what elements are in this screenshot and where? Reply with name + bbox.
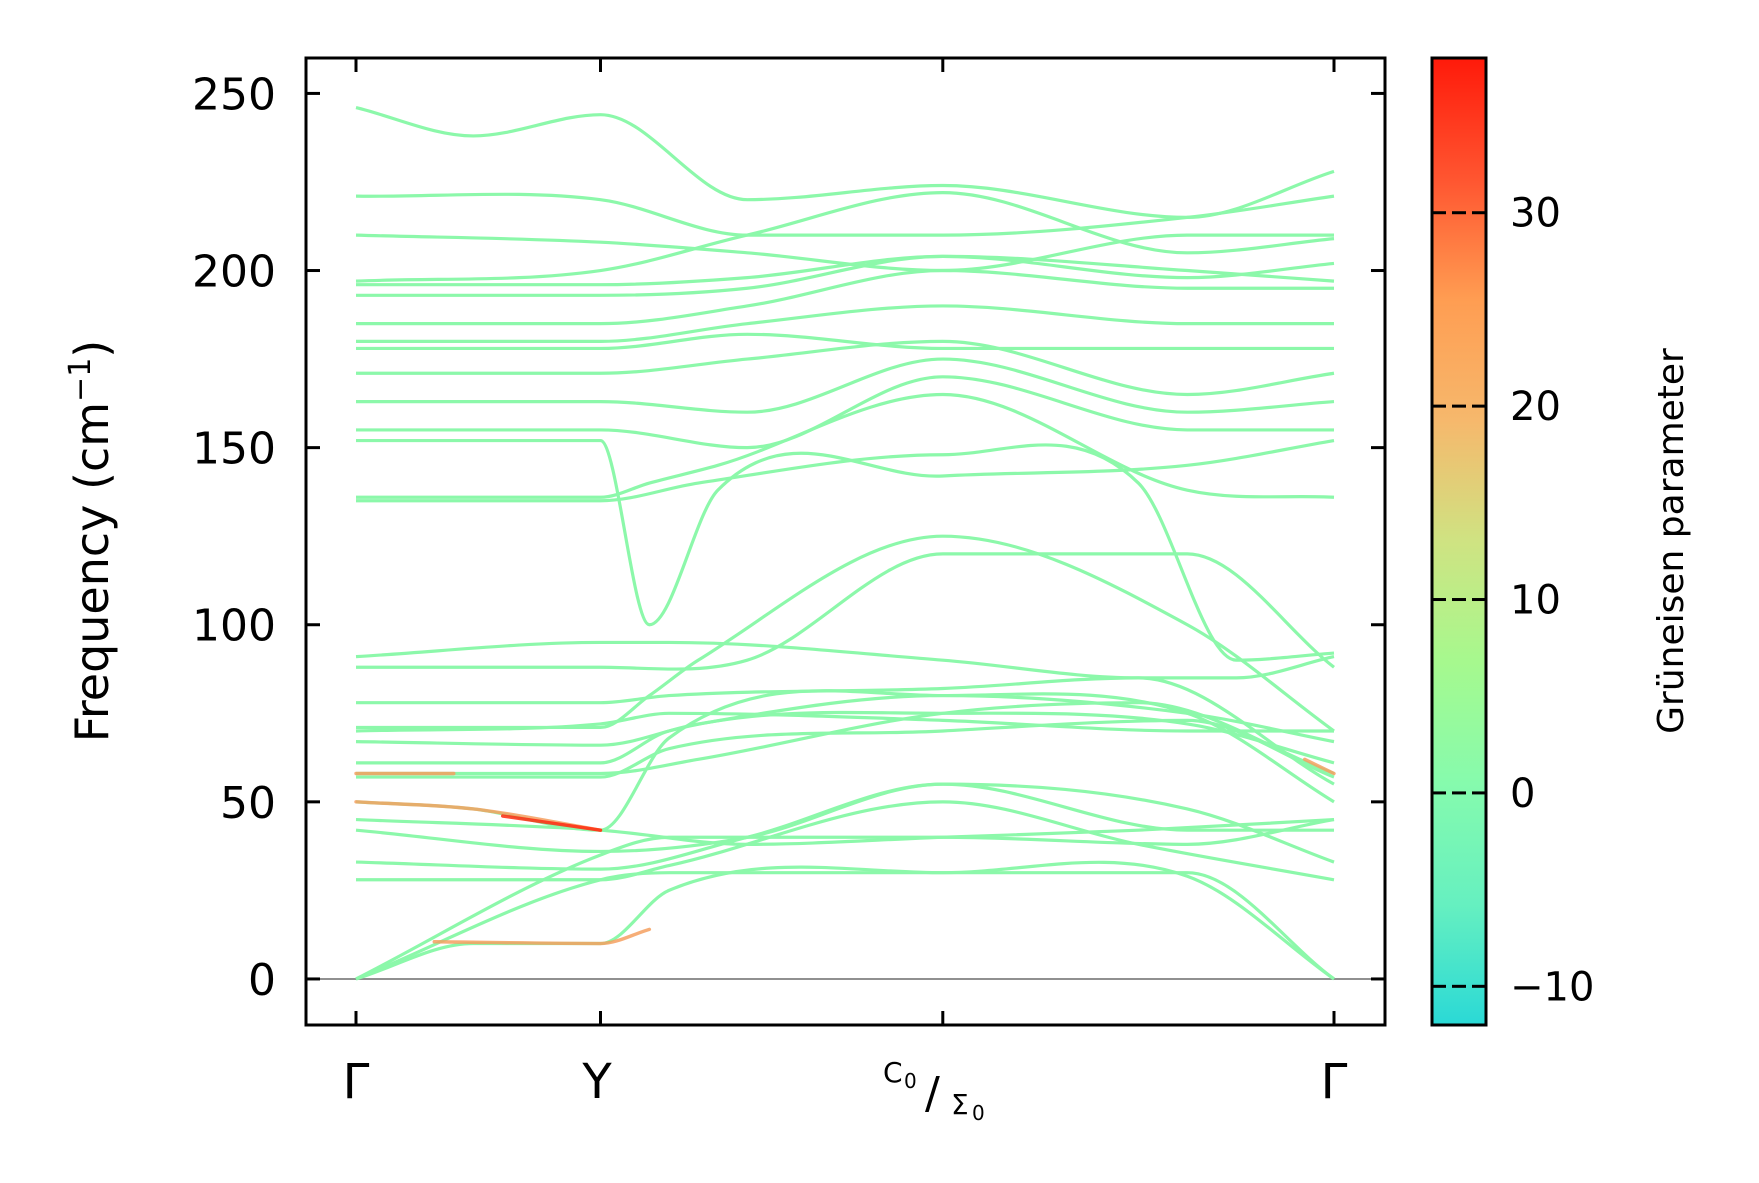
- band-b4: [356, 800, 1335, 882]
- band-b3: [355, 817, 1335, 981]
- x-ticks: [354, 58, 1336, 1025]
- cb-tick-label-30: 30: [1510, 191, 1561, 237]
- band-b20: [355, 438, 1335, 627]
- kpoint-label-gamma-end: Γ: [1321, 1054, 1348, 1110]
- band-b11: [356, 710, 1335, 765]
- hot-b8-b: [501, 814, 603, 832]
- y-tick-labels: 0 50 100 150 200 250: [192, 69, 276, 1006]
- band-lines: [354, 106, 1336, 981]
- band-b17: [355, 640, 1335, 680]
- band-b7: [355, 817, 1335, 846]
- band-b6: [355, 782, 1334, 854]
- ytick-label-250: 250: [192, 69, 276, 120]
- band-b24: [356, 332, 1334, 351]
- band-b14: [356, 534, 1335, 733]
- cb-tick-label-0: 0: [1510, 771, 1535, 817]
- cb-tick-label-10: 10: [1510, 578, 1561, 624]
- band-b16: [356, 552, 1335, 671]
- y-axis-title: Frequency (cm−1): [63, 340, 119, 743]
- ytick-label-100: 100: [192, 601, 276, 652]
- kpoint-label-c: C: [883, 1056, 903, 1089]
- ytick-label-200: 200: [192, 247, 276, 298]
- band-b2: [355, 865, 1335, 981]
- band-b9: [355, 718, 1335, 779]
- y-axis-title-sup: −1: [63, 358, 98, 402]
- band-b25: [355, 304, 1334, 343]
- band-b23: [356, 339, 1335, 397]
- band-b32: [355, 106, 1335, 219]
- kpoint-label-sigma: Σ: [951, 1088, 969, 1121]
- band-b30: [355, 233, 1334, 273]
- kpoint-label-gamma-start: Γ: [343, 1054, 370, 1110]
- band-b18: [356, 443, 1335, 662]
- kpoint-label-c0-sigma0: C 0 / Σ 0: [883, 1056, 985, 1125]
- colorbar-title: Grüneisen parameter: [1651, 348, 1692, 734]
- band-b12: [355, 693, 1335, 747]
- colorbar-ticks: [1432, 211, 1486, 988]
- hot-b2: [432, 927, 652, 946]
- band-b10: [356, 701, 1335, 776]
- colorbar-tick-labels: −10 0 10 20 30: [1510, 191, 1594, 1011]
- y-ticks: [306, 91, 1385, 981]
- cb-tick-label-neg10: −10: [1510, 964, 1594, 1010]
- ytick-label-0: 0: [248, 955, 276, 1006]
- plot-frame: [304, 56, 1387, 1027]
- kpoint-label-slash: /: [925, 1068, 940, 1119]
- band-b26: [356, 268, 1334, 326]
- band-b29: [355, 191, 1335, 283]
- y-axis-title-main: Frequency (cm: [65, 402, 119, 742]
- band-b22: [355, 357, 1335, 414]
- band-b15: [356, 676, 1335, 786]
- band-b27: [356, 254, 1335, 297]
- band-b19: [355, 392, 1335, 499]
- ytick-label-150: 150: [192, 424, 276, 475]
- colorbar: [1430, 56, 1488, 1027]
- hot-b10-end: [1302, 757, 1336, 776]
- kpoint-label-y: Y: [581, 1054, 612, 1110]
- cb-tick-label-20: 20: [1510, 384, 1561, 430]
- band-b1: [355, 860, 1335, 981]
- ytick-label-50: 50: [220, 778, 276, 829]
- kpoint-label-c-sub: 0: [904, 1069, 917, 1093]
- y-axis-title-close: ): [65, 340, 119, 358]
- kpoint-label-sigma-sub: 0: [972, 1101, 985, 1125]
- band-b31: [355, 192, 1335, 237]
- band-b21: [355, 375, 1334, 450]
